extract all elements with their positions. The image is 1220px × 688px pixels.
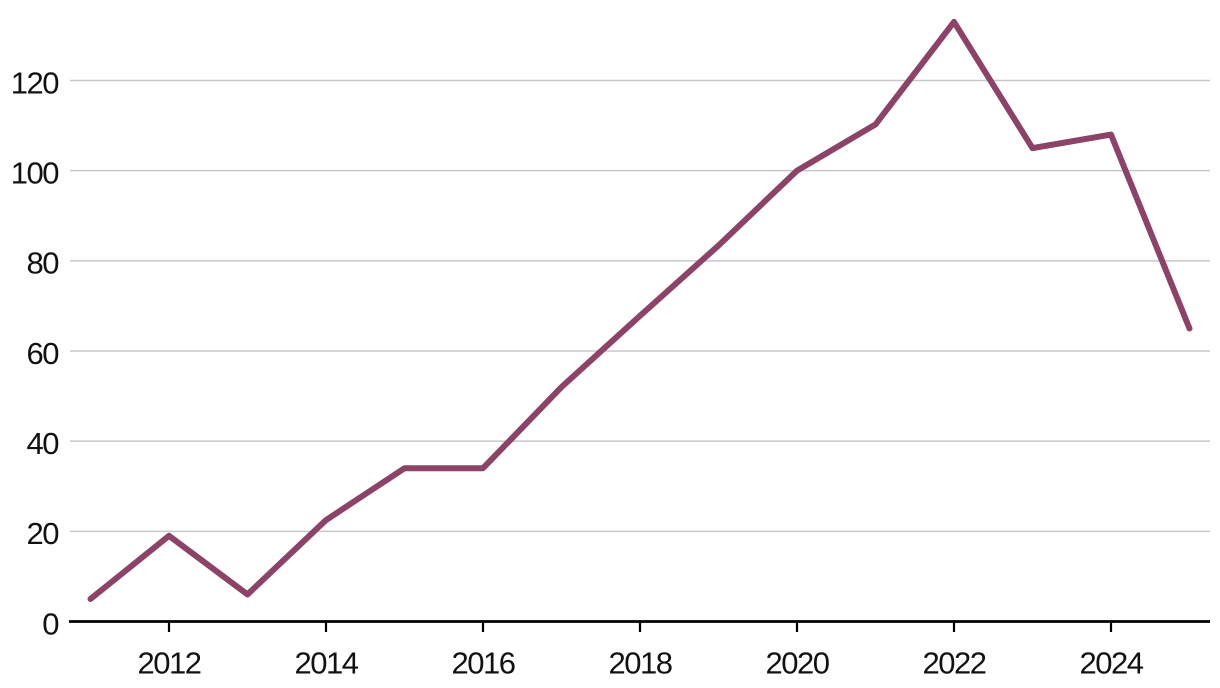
- svg-text:80: 80: [27, 246, 60, 281]
- svg-text:2022: 2022: [923, 646, 986, 681]
- svg-text:2012: 2012: [138, 646, 201, 681]
- svg-text:2024: 2024: [1080, 646, 1144, 681]
- svg-text:20: 20: [27, 516, 60, 551]
- svg-text:2020: 2020: [766, 646, 830, 681]
- svg-text:2016: 2016: [452, 646, 515, 681]
- svg-text:2014: 2014: [295, 646, 359, 681]
- svg-text:60: 60: [27, 336, 60, 371]
- svg-text:100: 100: [11, 156, 59, 191]
- svg-text:2018: 2018: [609, 646, 672, 681]
- svg-text:120: 120: [11, 65, 59, 100]
- svg-text:0: 0: [42, 606, 59, 641]
- svg-text:40: 40: [27, 426, 60, 461]
